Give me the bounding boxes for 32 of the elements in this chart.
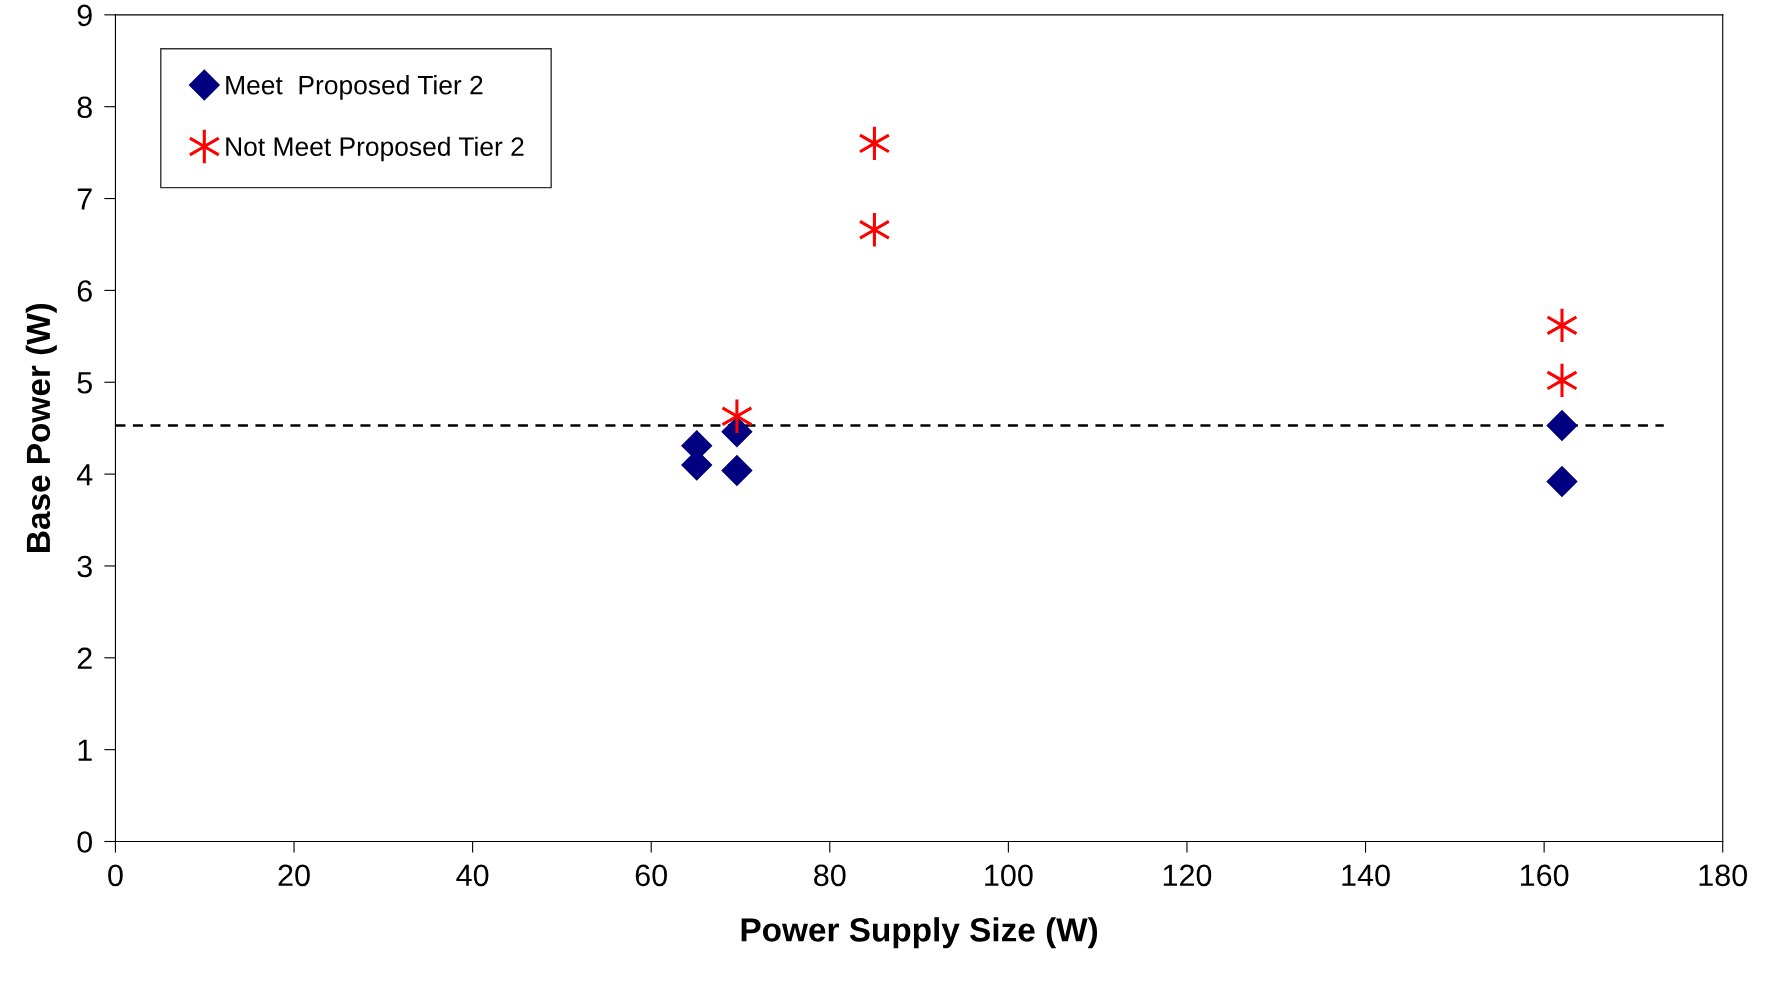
- y-tick-label: 4: [76, 464, 93, 486]
- x-tick-label: 80: [814, 864, 846, 887]
- y-tick-label: 1: [78, 739, 92, 761]
- x-tick-label: 60: [635, 864, 667, 887]
- point: [1546, 466, 1578, 497]
- y-tick-label: 5: [77, 372, 92, 394]
- x-axis-title: Power Supply Size (W): [741, 917, 1098, 949]
- point: [720, 398, 753, 435]
- point: [858, 125, 891, 162]
- y-tick-label: 3: [77, 555, 92, 578]
- point: [1546, 409, 1578, 441]
- legend-label: Meet Proposed Tier 2: [226, 75, 483, 100]
- x-tick-label: 180: [1699, 864, 1748, 887]
- point: [721, 455, 753, 486]
- y-tick-label: 8: [77, 96, 92, 119]
- x-tick-label: 140: [1342, 864, 1390, 887]
- point: [1546, 362, 1578, 399]
- x-tick-label: 160: [1520, 864, 1569, 887]
- point: [858, 211, 891, 248]
- y-tick-label: 7: [77, 188, 92, 210]
- y-tick-label: 6: [77, 280, 92, 302]
- x-tick-label: 40: [456, 864, 489, 887]
- y-tick-label: 9: [77, 4, 92, 27]
- x-tick-label: 20: [278, 864, 310, 887]
- x-tick-label: 0: [108, 864, 123, 887]
- point: [1546, 307, 1578, 344]
- y-axis-title: Base Power (W): [25, 303, 57, 552]
- y-tick-label: 0: [77, 831, 93, 853]
- legend-label: Not Meet Proposed Tier 2: [226, 136, 524, 162]
- y-tick-label: 2: [77, 647, 92, 669]
- x-tick-label: 120: [1163, 864, 1212, 887]
- x-tick-label: 100: [985, 864, 1033, 887]
